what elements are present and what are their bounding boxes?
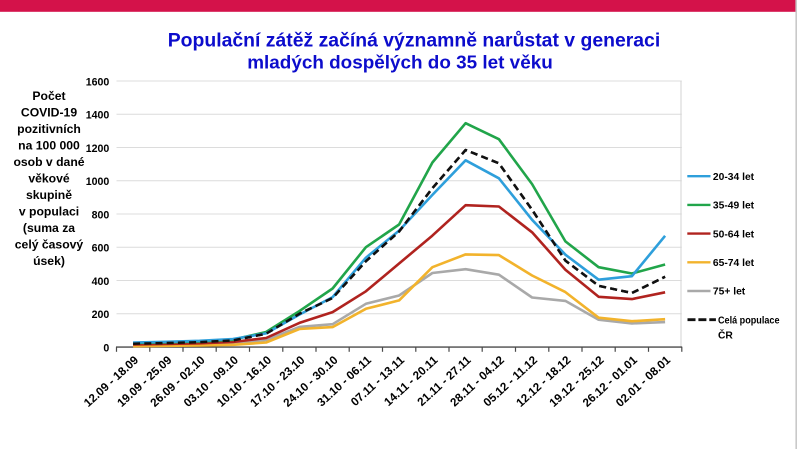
svg-text:Populační zátěž začíná významn: Populační zátěž začíná významně narůstat… <box>168 30 660 52</box>
svg-text:50-64 let: 50-64 let <box>713 229 755 240</box>
svg-text:1200: 1200 <box>86 143 110 155</box>
svg-text:mladých dospělých do 35 let vě: mladých dospělých do 35 let věku <box>247 53 553 74</box>
svg-text:Celá populace: Celá populace <box>718 315 780 326</box>
svg-text:800: 800 <box>92 209 110 221</box>
svg-text:ČR: ČR <box>718 328 733 341</box>
svg-text:200: 200 <box>92 309 110 321</box>
svg-text:400: 400 <box>92 276 110 288</box>
svg-text:1400: 1400 <box>86 110 110 122</box>
svg-text:75+ let: 75+ let <box>713 287 746 298</box>
svg-text:20-34 let: 20-34 let <box>713 172 755 183</box>
svg-text:600: 600 <box>92 243 110 255</box>
svg-text:1000: 1000 <box>86 176 110 188</box>
svg-text:0: 0 <box>103 342 109 354</box>
svg-text:1600: 1600 <box>86 76 110 88</box>
svg-text:35-49 let: 35-49 let <box>713 201 755 212</box>
svg-text:65-74 let: 65-74 let <box>713 258 755 269</box>
